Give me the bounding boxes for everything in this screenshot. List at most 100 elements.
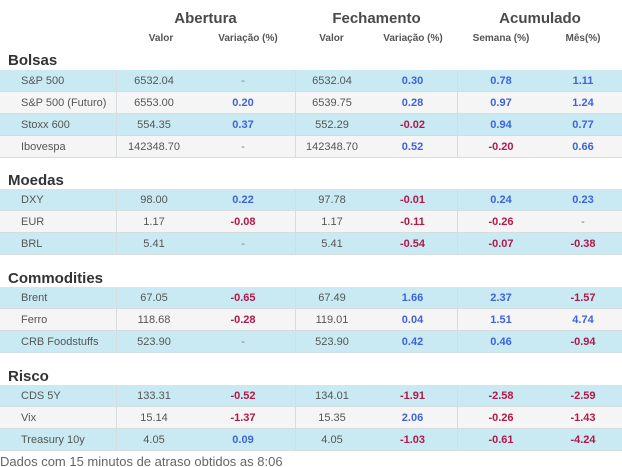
subheader-mes: Mês(%) — [565, 33, 601, 44]
subheader-variacao-fechamento: Variação (%) — [383, 33, 443, 44]
section-title: Moedas — [8, 172, 64, 189]
table-row: Brent 67.05 -0.65 67.49 1.66 2.37 -1.57 — [0, 287, 622, 309]
fechamento-valor-cell: 4.05 — [295, 429, 368, 451]
section-title: Bolsas — [8, 52, 58, 69]
fechamento-valor-cell: 119.01 — [295, 309, 368, 331]
acumulado-mes-cell: -1.57 — [570, 292, 596, 304]
acumulado-mes-cell: -0.38 — [570, 238, 596, 250]
table-row: Vix 15.14 -1.37 15.35 2.06 -0.26 -1.43 — [0, 407, 622, 429]
group-acumulado: Acumulado — [499, 10, 581, 27]
acumulado-mes-cell: -4.24 — [570, 434, 596, 446]
acumulado-mes-cell: 4.74 — [572, 314, 594, 326]
acumulado-semana-cell: 0.97 — [490, 97, 512, 109]
asset-name-cell: Brent — [21, 292, 48, 304]
abertura-valor-cell: 98.00 — [116, 189, 191, 211]
asset-name-cell: Ibovespa — [21, 141, 66, 153]
fechamento-valor-cell: 134.01 — [295, 385, 368, 407]
abertura-valor-cell: 4.05 — [116, 429, 191, 451]
abertura-valor-cell: 133.31 — [116, 385, 191, 407]
group-abertura: Abertura — [174, 10, 237, 27]
fechamento-valor-cell: 5.41 — [295, 233, 368, 255]
abertura-valor-cell: 6532.04 — [116, 70, 191, 92]
abertura-valor-cell: 118.68 — [116, 309, 191, 331]
fechamento-valor-cell: 552.29 — [295, 114, 368, 136]
asset-name-cell: DXY — [21, 194, 44, 206]
asset-name-cell: BRL — [21, 238, 43, 250]
asset-name-cell: Treasury 10y — [21, 434, 85, 446]
acumulado-mes-cell: - — [581, 216, 585, 228]
acumulado-semana-cell: 0.46 — [490, 336, 512, 348]
fechamento-variacao-cell: 0.28 — [368, 92, 458, 114]
subheader-semana: Semana (%) — [472, 33, 530, 44]
acumulado-semana-cell: 2.37 — [490, 292, 512, 304]
subheader-valor-abertura: Valor — [148, 33, 174, 44]
abertura-valor-cell: 5.41 — [116, 233, 191, 255]
asset-name-cell: CRB Foodstuffs — [21, 336, 99, 348]
acumulado-semana-cell: 0.78 — [490, 75, 512, 87]
abertura-variacao-cell: 0.22 — [232, 194, 254, 206]
abertura-valor-cell: 523.90 — [116, 331, 191, 353]
abertura-variacao-cell: -0.65 — [230, 292, 256, 304]
asset-name-cell: Vix — [21, 412, 37, 424]
acumulado-semana-cell: -0.20 — [488, 141, 514, 153]
fechamento-valor-cell: 523.90 — [295, 331, 368, 353]
abertura-variacao-cell: -0.28 — [230, 314, 256, 326]
column-group-headers: Abertura Fechamento Acumulado — [0, 10, 622, 28]
fechamento-variacao-cell: -1.91 — [368, 385, 458, 407]
acumulado-mes-cell: 0.77 — [572, 119, 594, 131]
abertura-valor-cell: 15.14 — [116, 407, 191, 429]
abertura-valor-cell: 142348.70 — [116, 136, 191, 158]
acumulado-semana-cell: -2.58 — [488, 390, 514, 402]
subheader-valor-fechamento: Valor — [319, 33, 344, 44]
abertura-variacao-cell: -1.37 — [230, 412, 256, 424]
fechamento-variacao-cell: -1.03 — [368, 429, 458, 451]
table-row: CDS 5Y 133.31 -0.52 134.01 -1.91 -2.58 -2.59 — [0, 385, 622, 407]
abertura-variacao-cell: - — [241, 75, 245, 87]
acumulado-mes-cell: 0.23 — [572, 194, 594, 206]
abertura-variacao-cell: -0.08 — [230, 216, 256, 228]
fechamento-valor-cell: 6539.75 — [295, 92, 368, 114]
abertura-valor-cell: 554.35 — [116, 114, 191, 136]
fechamento-variacao-cell: -0.54 — [368, 233, 458, 255]
fechamento-variacao-cell: 0.04 — [368, 309, 458, 331]
section-title: Commodities — [8, 270, 104, 287]
acumulado-mes-cell: -1.43 — [570, 412, 596, 424]
acumulado-semana-cell: 1.51 — [490, 314, 512, 326]
subheader-variacao-abertura: Variação (%) — [218, 33, 278, 44]
acumulado-semana-cell: 0.24 — [490, 194, 512, 206]
abertura-variacao-cell: 0.20 — [232, 97, 254, 109]
table-row: S&P 500 (Futuro) 6553.00 0.20 6539.75 0.28 0.… — [0, 92, 622, 114]
asset-name-cell: S&P 500 (Futuro) — [21, 97, 107, 109]
footer-note: Dados com 15 minutos de atraso obtidos a… — [0, 454, 283, 467]
fechamento-valor-cell: 142348.70 — [295, 136, 368, 158]
acumulado-mes-cell: 1.24 — [572, 97, 594, 109]
abertura-variacao-cell: - — [241, 238, 245, 250]
abertura-variacao-cell: - — [241, 336, 245, 348]
fechamento-variacao-cell: 0.52 — [368, 136, 458, 158]
acumulado-semana-cell: 0.94 — [490, 119, 512, 131]
table-row: Ibovespa 142348.70-142348.70 0.52 -0.20 0.66 — [0, 136, 622, 158]
fechamento-variacao-cell: -0.02 — [368, 114, 458, 136]
abertura-valor-cell: 6553.00 — [116, 92, 191, 114]
asset-name-cell: Ferro — [21, 314, 48, 326]
acumulado-semana-cell: -0.26 — [488, 216, 514, 228]
fechamento-variacao-cell: 2.06 — [368, 407, 458, 429]
fechamento-valor-cell: 1.17 — [295, 211, 368, 233]
acumulado-semana-cell: -0.26 — [488, 412, 514, 424]
table-row: BRL 5.41-5.41 -0.54 -0.07 -0.38 — [0, 233, 622, 255]
fechamento-valor-cell: 67.49 — [295, 287, 368, 309]
abertura-variacao-cell: 0.37 — [232, 119, 254, 131]
acumulado-semana-cell: -0.61 — [488, 434, 514, 446]
section-title: Risco — [8, 368, 49, 385]
table-row: DXY 98.00 0.22 97.78 -0.01 0.24 0.23 — [0, 189, 622, 211]
table-row: EUR 1.17 -0.08 1.17 -0.11 -0.26- — [0, 211, 622, 233]
fechamento-valor-cell: 15.35 — [295, 407, 368, 429]
table-row: Stoxx 600 554.35 0.37 552.29 -0.02 0.94 0.77 — [0, 114, 622, 136]
fechamento-variacao-cell: 1.66 — [368, 287, 458, 309]
abertura-valor-cell: 67.05 — [116, 287, 191, 309]
fechamento-variacao-cell: -0.11 — [368, 211, 458, 233]
fechamento-valor-cell: 97.78 — [295, 189, 368, 211]
asset-name-cell: EUR — [21, 216, 45, 228]
table-row: CRB Foodstuffs 523.90-523.90 0.42 0.46 -0.94 — [0, 331, 622, 353]
fechamento-variacao-cell: -0.01 — [368, 189, 458, 211]
